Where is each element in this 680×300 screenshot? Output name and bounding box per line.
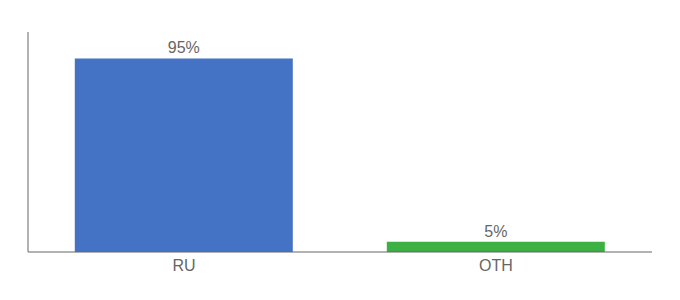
svg-text:95%: 95%	[168, 39, 200, 56]
svg-text:OTH: OTH	[479, 257, 513, 274]
svg-text:5%: 5%	[484, 223, 507, 240]
svg-text:RU: RU	[172, 257, 195, 274]
